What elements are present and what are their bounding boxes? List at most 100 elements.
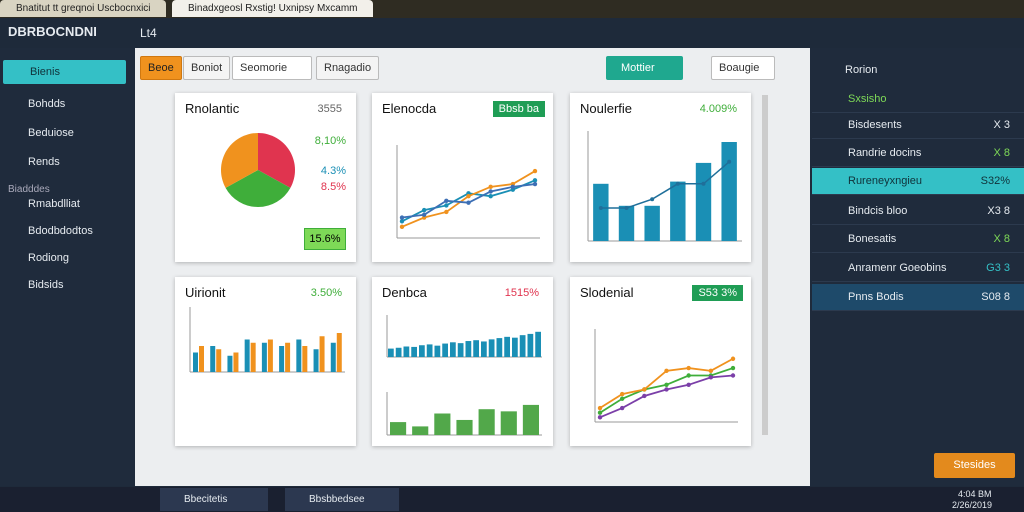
scrollbar[interactable] xyxy=(762,95,768,435)
bar xyxy=(670,181,686,241)
point xyxy=(399,219,405,224)
date: 2/26/2019 xyxy=(952,500,993,510)
button[interactable]: Boaugie xyxy=(711,56,775,80)
tab[interactable]: Bnatitut tt greqnoi Uscbocnxici xyxy=(0,0,166,17)
point xyxy=(708,368,714,374)
panel-row[interactable]: Bisdesents X 3 xyxy=(812,112,1024,139)
point xyxy=(730,356,736,361)
row-value: X 8 xyxy=(993,147,1010,159)
nav-item[interactable]: Bohdds xyxy=(28,98,66,110)
card-title: Noulerfie xyxy=(580,101,633,116)
point xyxy=(664,387,669,392)
breadcrumb: Lt4 xyxy=(140,26,157,40)
row-label: Sxsisho xyxy=(848,93,887,105)
nav-item[interactable]: Rends xyxy=(28,156,60,168)
panel-row[interactable]: Rureneyxngieu S32% xyxy=(812,168,1024,195)
sidebar xyxy=(0,48,134,486)
nav-item[interactable]: Bdodbdodtos xyxy=(28,225,93,237)
panel-row[interactable]: Bindcis bloo X3 8 xyxy=(812,198,1024,225)
panel xyxy=(810,48,1024,486)
row-label: Pnns Bodis xyxy=(848,291,904,303)
bar xyxy=(210,346,216,372)
button[interactable]: Mottier xyxy=(606,56,683,80)
bar xyxy=(488,339,495,357)
point xyxy=(510,184,516,190)
panel-row[interactable]: Pnns Bodis S08 8 xyxy=(812,284,1024,311)
panel-row[interactable]: Bonesatis X 8 xyxy=(812,226,1024,253)
nav-item[interactable]: Beduiose xyxy=(28,127,74,139)
pie-slice xyxy=(258,133,295,188)
panel-row[interactable]: Sxsisho xyxy=(812,86,1024,113)
bar xyxy=(519,335,526,357)
bar xyxy=(279,346,285,372)
bar xyxy=(250,342,256,372)
button[interactable]: Boniot xyxy=(183,56,231,80)
active-item[interactable] xyxy=(3,60,126,84)
point xyxy=(650,197,655,202)
point xyxy=(466,200,471,205)
bar xyxy=(419,345,425,357)
point xyxy=(598,206,603,210)
point xyxy=(730,373,736,378)
bar xyxy=(388,348,394,357)
bar xyxy=(504,336,510,357)
card: Denbca 1515% xyxy=(372,277,553,446)
bar xyxy=(261,342,267,372)
nav-item[interactable]: Rmabdlliat xyxy=(28,198,80,210)
bar xyxy=(618,205,635,241)
panel-row[interactable]: Anramenr Goeobins G3 3 xyxy=(812,255,1024,282)
card: Slodenial S53 3% xyxy=(570,277,751,446)
point xyxy=(488,189,493,194)
taskbar-app[interactable]: Bbecitetis xyxy=(160,488,268,511)
bar xyxy=(296,339,302,372)
card-title: Slodenial xyxy=(580,285,634,300)
bar xyxy=(412,426,429,435)
button[interactable]: Beoe xyxy=(140,56,182,80)
stat: 8,10% xyxy=(314,135,346,147)
point xyxy=(444,203,449,208)
point xyxy=(675,181,680,186)
taskbar-app[interactable]: Bbsbbedsee xyxy=(285,488,399,511)
panel-title: Rorion xyxy=(845,64,878,76)
bar xyxy=(199,346,204,372)
nav-item[interactable]: Bidsids xyxy=(28,279,64,291)
point xyxy=(597,415,603,420)
card: Noulerfie 4.009% xyxy=(570,93,751,262)
logo: DBRBOCNDNI xyxy=(8,24,97,39)
bar xyxy=(411,346,417,357)
tab[interactable]: Binadxgeosl Rxstig! Uxnipsy Mxcamm xyxy=(172,0,373,17)
point xyxy=(597,405,603,411)
bar xyxy=(644,205,660,241)
point xyxy=(730,365,736,371)
nav-item[interactable]: Rodiong xyxy=(28,252,69,264)
card: Uirionit 3.50% xyxy=(175,277,356,446)
bar xyxy=(478,409,495,435)
button[interactable]: Stesides xyxy=(934,453,1015,478)
button[interactable]: Rnagadio xyxy=(316,56,380,80)
bar xyxy=(403,346,410,357)
stat: 8.5% xyxy=(320,181,346,193)
bar xyxy=(319,336,325,372)
card-badge: 4.009% xyxy=(699,103,737,115)
nav-section: Biadddes xyxy=(8,184,50,195)
bar xyxy=(216,349,222,372)
point xyxy=(624,206,629,210)
point xyxy=(444,198,449,203)
bar xyxy=(527,333,534,357)
panel-row[interactable]: Randrie docins X 8 xyxy=(812,140,1024,167)
bar xyxy=(481,341,487,357)
point xyxy=(421,212,427,217)
row-label: Bisdesents xyxy=(848,119,902,131)
card-title: Denbca xyxy=(382,285,427,300)
bar xyxy=(695,162,712,241)
point xyxy=(664,382,669,387)
point xyxy=(488,193,493,199)
point xyxy=(421,207,427,213)
card: Rnolantic 3555 8,10% 4.3% 8.5% 15.6% xyxy=(175,93,356,262)
row-label: Anramenr Goeobins xyxy=(848,262,947,274)
point xyxy=(708,375,714,380)
select[interactable]: Seomorie xyxy=(232,56,312,80)
point xyxy=(399,215,405,220)
point xyxy=(701,181,706,186)
nav-item[interactable]: Bienis xyxy=(30,66,60,78)
